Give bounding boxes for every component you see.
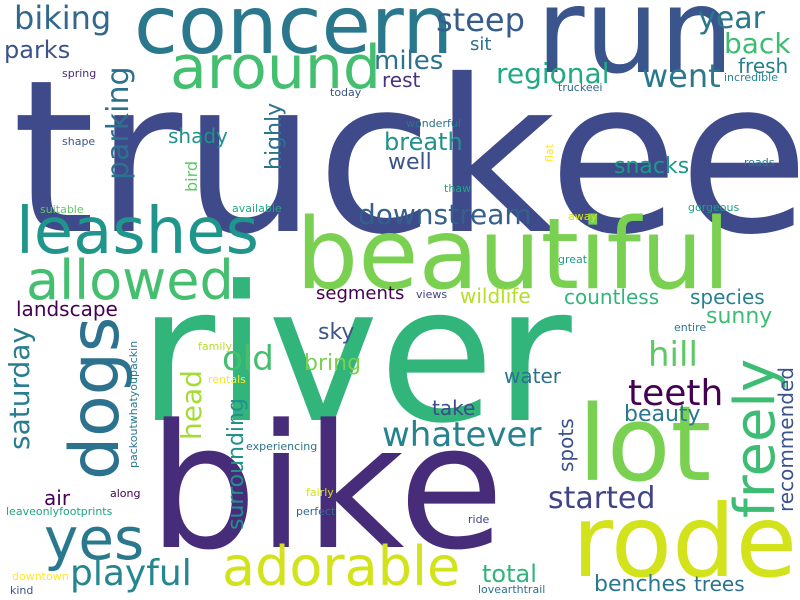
word-flat: flat xyxy=(543,144,556,162)
word-snacks: snacks xyxy=(614,154,690,179)
word-miles: miles xyxy=(374,46,444,76)
word-segments: segments xyxy=(316,283,405,304)
word-packoutwhatyoupackin: packoutwhatyoupackin xyxy=(127,340,140,468)
word-leashes: leashes xyxy=(16,195,259,269)
word-bring: bring xyxy=(304,351,362,376)
word-regional: regional xyxy=(496,57,610,90)
word-countless: countless xyxy=(564,285,660,309)
word-allowed: allowed xyxy=(26,249,234,312)
word-concern: concern xyxy=(134,0,454,72)
word-year: year xyxy=(698,1,765,36)
word-started: started xyxy=(548,481,656,516)
word-gorgeous: gorgeous xyxy=(688,201,740,214)
word-head: head xyxy=(175,370,208,440)
word-thaw: thaw xyxy=(444,182,472,195)
word-wildlife: wildlife xyxy=(460,284,531,308)
word-hill: hill xyxy=(648,335,698,375)
word-experiencing: experiencing xyxy=(246,440,318,453)
word-steep: steep xyxy=(436,1,525,39)
word-incredible: incredible xyxy=(724,71,778,84)
word-shape: shape xyxy=(62,135,96,148)
word-parks: parks xyxy=(4,36,71,64)
word-highly: highly xyxy=(262,102,287,170)
word-roads: roads xyxy=(744,156,775,169)
word-river: river xyxy=(138,246,572,465)
word-benches: benches xyxy=(594,572,687,597)
word-rode: rode xyxy=(572,483,798,600)
word-yes: yes xyxy=(44,505,145,573)
word-saturday: saturday xyxy=(3,327,36,450)
word-rest: rest xyxy=(382,68,421,92)
word-entire: entire xyxy=(674,321,707,334)
word-sky: sky xyxy=(318,320,355,345)
word-truckeei: truckeei xyxy=(558,81,603,94)
word-fresh: fresh xyxy=(738,54,789,78)
word-take: take xyxy=(432,396,476,420)
word-family: family xyxy=(198,340,232,353)
word-parking: parking xyxy=(101,66,136,180)
word-whatever: whatever xyxy=(382,415,542,455)
word-recommended: recommended xyxy=(774,367,798,512)
word-wonderful: wonderful xyxy=(406,117,461,130)
word-back: back xyxy=(724,27,791,60)
word-run: run xyxy=(536,0,735,100)
word-teeth: teeth xyxy=(628,373,724,414)
word-around: around xyxy=(170,33,381,103)
word-trees: trees xyxy=(694,572,745,596)
word-surrounding: surrounding xyxy=(224,398,249,530)
word-bike: bike xyxy=(148,387,505,588)
word-views: views xyxy=(416,288,448,301)
word-shady: shady xyxy=(168,124,228,148)
word-sunny: sunny xyxy=(706,304,773,329)
word-today: today xyxy=(330,86,362,99)
word-sit: sit xyxy=(470,34,492,55)
word-water: water xyxy=(504,364,561,388)
word-playful: playful xyxy=(70,553,192,594)
word-perfect: perfect xyxy=(296,505,336,518)
word-adorable: adorable xyxy=(222,535,461,598)
word-beautiful: beautiful xyxy=(296,198,731,312)
word-lovearthtrail: lovearthtrail xyxy=(478,583,546,596)
word-ride: ride xyxy=(468,513,490,526)
word-truckee: truckee xyxy=(12,34,800,281)
word-downtown: downtown xyxy=(12,570,69,583)
word-species: species xyxy=(690,285,765,309)
word-bird: bird xyxy=(182,160,201,192)
word-spots: spots xyxy=(554,418,578,472)
word-rentals: rentals xyxy=(208,373,246,386)
word-kind: kind xyxy=(10,584,34,597)
word-away: away xyxy=(568,210,597,223)
word-dogs: dogs xyxy=(56,316,135,480)
word-suitable: suitable xyxy=(40,203,84,216)
word-old: old xyxy=(222,339,274,379)
word-great: great xyxy=(558,253,588,266)
word-went: went xyxy=(642,57,721,95)
word-well: well xyxy=(388,150,432,175)
word-biking: biking xyxy=(14,0,112,37)
word-along: along xyxy=(110,487,141,500)
word-fairly: fairly xyxy=(306,486,334,499)
word-landscape: landscape xyxy=(16,297,118,321)
word-lot: lot xyxy=(578,383,712,505)
word-beauty: beauty xyxy=(624,402,701,427)
word-leaveonlyfootprints: leaveonlyfootprints xyxy=(6,505,113,518)
word-air: air xyxy=(44,486,71,510)
word-available: available xyxy=(232,202,282,215)
word-downstream: downstream xyxy=(358,198,532,231)
word-breath: breath xyxy=(384,128,463,156)
word-spring: spring xyxy=(62,67,97,80)
word-total: total xyxy=(482,560,537,588)
